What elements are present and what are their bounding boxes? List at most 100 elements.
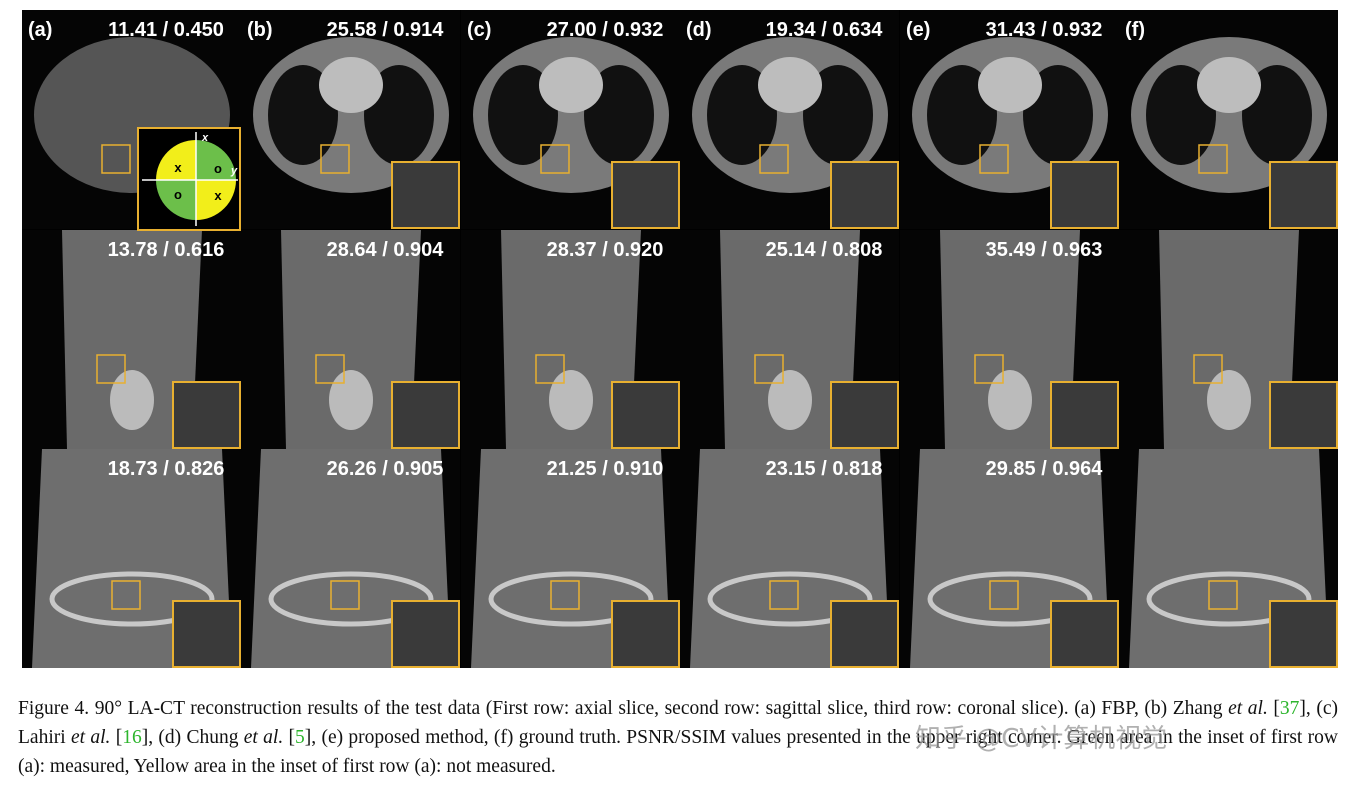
ct-panel: 13.78 / 0.616 <box>22 230 241 449</box>
ct-panel: 27.00 / 0.932 (c) <box>461 10 680 229</box>
psnr-ssim: 25.58 / 0.914 <box>327 19 445 41</box>
bone <box>329 370 373 430</box>
ct-panel: 25.14 / 0.808 <box>680 230 899 449</box>
body-section <box>940 230 1080 449</box>
psnr-ssim: 26.26 / 0.905 <box>327 458 444 480</box>
ct-panel: 26.26 / 0.905 <box>241 449 460 668</box>
citation[interactable]: 16 <box>122 727 142 748</box>
zoom-inset <box>391 161 460 229</box>
psnr-ssim: 11.41 / 0.450 <box>108 19 224 41</box>
roi-box <box>540 144 570 174</box>
panel-label: (c) <box>467 19 491 41</box>
bone <box>768 370 812 430</box>
bone <box>988 370 1032 430</box>
bone <box>110 370 154 430</box>
psnr-ssim: 23.15 / 0.818 <box>766 458 883 480</box>
psnr-ssim: 29.85 / 0.964 <box>986 458 1104 480</box>
panel-label: (e) <box>906 19 930 41</box>
zoom-inset <box>1050 381 1119 449</box>
psnr-ssim: 28.64 / 0.904 <box>327 239 445 261</box>
citation[interactable]: 37 <box>1279 698 1300 719</box>
zoom-inset <box>1269 600 1338 668</box>
psnr-ssim: 28.37 / 0.920 <box>547 239 664 261</box>
caption-text: ], (e) proposed method, (f) ground truth… <box>18 727 1338 777</box>
zoom-inset <box>1050 600 1119 668</box>
roi-box <box>1198 144 1228 174</box>
ct-panel: 21.25 / 0.910 <box>461 449 680 668</box>
watermark: 知乎 @CV计算机视觉 <box>915 724 1168 754</box>
zoom-inset <box>1269 381 1338 449</box>
panel-label: (f) <box>1125 19 1145 41</box>
zoom-inset <box>391 600 460 668</box>
roi-box <box>754 354 784 384</box>
zoom-inset <box>830 161 899 229</box>
zoom-inset <box>172 381 241 449</box>
cells: 11.41 / 0.450 (a) 25.58 / 0.914 (b) 27.00 / … <box>22 10 1338 668</box>
pelvis <box>49 571 215 627</box>
roi-box <box>111 580 141 610</box>
citation[interactable]: 5 <box>295 727 305 748</box>
body-section <box>501 230 641 449</box>
roi-box <box>101 144 131 174</box>
quadrant-mark: o <box>174 187 182 202</box>
heart <box>978 57 1042 113</box>
roi-box <box>96 354 126 384</box>
pelvis <box>488 571 654 627</box>
ct-panel: 28.37 / 0.920 <box>461 230 680 449</box>
roi-box <box>330 580 360 610</box>
ct-panel: 19.34 / 0.634 (d) <box>680 10 899 229</box>
roi-box <box>550 580 580 610</box>
ct-panel: 35.49 / 0.963 <box>900 230 1119 449</box>
heart <box>319 57 383 113</box>
roi-box <box>769 580 799 610</box>
panel-label: (b) <box>247 19 273 41</box>
psnr-ssim: 27.00 / 0.932 <box>547 19 664 41</box>
caption-italic: et al. <box>243 727 284 748</box>
body-section <box>281 230 421 449</box>
heart <box>1197 57 1261 113</box>
zoom-inset <box>391 381 460 449</box>
body-section <box>1159 230 1299 449</box>
pelvis <box>268 571 434 627</box>
ct-panel: 31.43 / 0.932 (e) <box>900 10 1119 229</box>
quadrant-mark: x <box>174 160 182 175</box>
roi-box <box>974 354 1004 384</box>
ct-panel: 29.85 / 0.964 <box>900 449 1119 668</box>
caption-text: Figure 4. 90° LA-CT reconstruction resul… <box>18 698 1229 719</box>
ct-panel: 11.41 / 0.450 (a) <box>22 10 241 229</box>
body-section <box>720 230 860 449</box>
panel-label: (d) <box>686 19 712 41</box>
pelvis <box>707 571 873 627</box>
caption: Figure 4. 90° LA-CT reconstruction resul… <box>18 694 1338 781</box>
roi-box <box>535 354 565 384</box>
zoom-inset <box>830 381 899 449</box>
ct-panel <box>1119 449 1338 668</box>
ct-panel <box>1119 230 1338 449</box>
bone <box>1207 370 1251 430</box>
roi-box <box>1193 354 1223 384</box>
caption-text: [ <box>1267 698 1280 719</box>
zoom-inset <box>830 600 899 668</box>
quadrant-mark: x <box>214 188 222 203</box>
caption-italic: et al. <box>1228 698 1268 719</box>
psnr-ssim: 31.43 / 0.932 <box>986 19 1103 41</box>
axis-y-label: y <box>230 165 238 177</box>
caption-text: [ <box>110 727 123 748</box>
psnr-ssim: 21.25 / 0.910 <box>547 458 664 480</box>
heart <box>539 57 603 113</box>
zoom-inset <box>172 600 241 668</box>
roi-box <box>979 144 1009 174</box>
heart <box>758 57 822 113</box>
measurement-inset: x y x o o x <box>137 127 241 231</box>
figure: 11.41 / 0.450 (a) 25.58 / 0.914 (b) 27.00 / … <box>22 10 1338 668</box>
psnr-ssim: 25.14 / 0.808 <box>766 239 883 261</box>
roi-box <box>320 144 350 174</box>
ct-panel: 23.15 / 0.818 <box>680 449 899 668</box>
ct-panel: 28.64 / 0.904 <box>241 230 460 449</box>
bone <box>549 370 593 430</box>
roi-box <box>759 144 789 174</box>
body-section <box>62 230 202 449</box>
quadrant-mark: o <box>214 161 222 176</box>
pelvis <box>1146 571 1312 627</box>
